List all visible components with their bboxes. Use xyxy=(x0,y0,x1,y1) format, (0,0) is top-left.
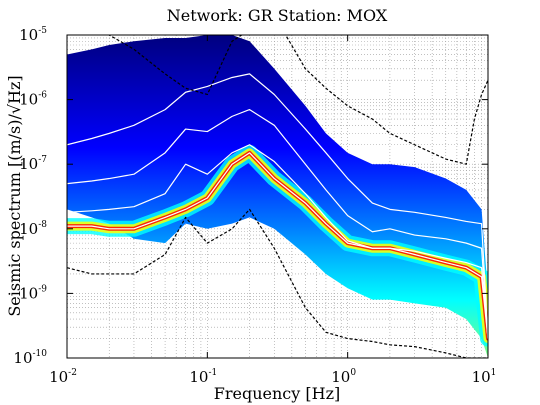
x-tick-label: 10-1 xyxy=(189,368,217,386)
y-tick-label: 10-8 xyxy=(19,220,47,238)
density-envelope xyxy=(67,35,488,358)
series-line-4 xyxy=(107,35,488,165)
x-tick-label: 101 xyxy=(472,368,497,386)
plot-frame xyxy=(66,34,489,359)
y-axis-label: Seismic spectrum [(m/s)/√Hz] xyxy=(5,75,24,316)
x-tick-labels: 10-2 10-1 100 101 xyxy=(49,368,496,386)
y-tick-label: 10-7 xyxy=(19,155,47,173)
series-line-2 xyxy=(67,144,488,339)
y-tick-label: 10-9 xyxy=(19,284,47,302)
y-tick-label: 10-10 xyxy=(13,349,47,367)
axis-ticks xyxy=(66,34,489,359)
series-line-1 xyxy=(67,109,488,339)
series-line-3 xyxy=(67,152,488,339)
x-tick-label: 10-2 xyxy=(49,368,77,386)
series-lines xyxy=(67,35,488,358)
series-line-0 xyxy=(67,73,488,339)
x-tick-label: 100 xyxy=(331,368,356,386)
y-tick-label: 10-5 xyxy=(19,26,47,44)
series-line-5 xyxy=(67,208,488,358)
chart-title: Network: GR Station: MOX xyxy=(167,6,388,25)
x-axis-label: Frequency [Hz] xyxy=(214,384,341,403)
y-tick-label: 10-6 xyxy=(19,91,47,109)
y-tick-labels: 10-10 10-9 10-8 10-7 10-6 10-5 xyxy=(13,26,47,367)
